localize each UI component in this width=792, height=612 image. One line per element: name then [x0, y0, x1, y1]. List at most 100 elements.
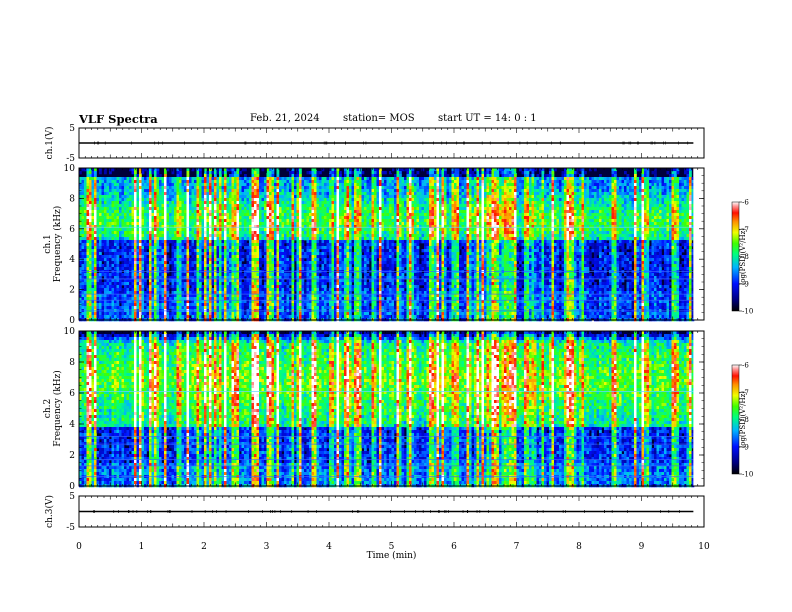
psd-cell [87, 213, 90, 216]
psd-cell [147, 195, 150, 198]
psd-cell [107, 303, 110, 306]
psd-cell [134, 204, 137, 207]
psd-cell [114, 288, 117, 291]
psd-cell [102, 198, 105, 201]
psd-cell [132, 201, 135, 204]
psd-cell [144, 183, 147, 186]
psd-cell [134, 237, 137, 240]
psd-cell [109, 204, 112, 207]
psd-cell [112, 219, 115, 222]
psd-cell [154, 258, 157, 261]
psd-cell [114, 267, 117, 270]
psd-cell [107, 297, 110, 300]
psd-cell [82, 282, 85, 285]
psd-cell [84, 297, 87, 300]
psd-cell [144, 315, 147, 318]
psd-cell [84, 186, 87, 189]
psd-cell [104, 243, 107, 246]
psd-cell [82, 186, 85, 189]
psd-cell [127, 249, 130, 252]
psd-cell [127, 252, 130, 255]
psd-cell [137, 237, 140, 240]
psd-cell [92, 288, 95, 291]
psd-cell [127, 189, 130, 192]
psd-cell [114, 186, 117, 189]
psd-cell [112, 198, 115, 201]
psd-cell [94, 288, 97, 291]
psd-cell [117, 306, 120, 309]
psd-cell [147, 198, 150, 201]
psd-cell [97, 315, 100, 318]
psd-cell [94, 315, 97, 318]
psd-cell [152, 282, 155, 285]
psd-cell [152, 315, 155, 318]
psd-cell [144, 261, 147, 264]
psd-cell [87, 207, 90, 210]
psd-cell [114, 285, 117, 288]
psd-cell [94, 264, 97, 267]
psd-cell [152, 264, 155, 267]
psd-cell [142, 315, 145, 318]
psd-cell [94, 180, 97, 183]
psd-cell [97, 213, 100, 216]
psd-cell [139, 180, 142, 183]
psd-cell [122, 192, 125, 195]
psd-cell [87, 234, 90, 237]
psd-cell [127, 267, 130, 270]
psd-cell [149, 240, 152, 243]
psd-cell [112, 306, 115, 309]
psd-cell [82, 177, 85, 180]
psd-cell [119, 315, 122, 318]
psd-cell [154, 186, 157, 189]
psd-cell [94, 225, 97, 228]
psd-cell [127, 312, 130, 315]
psd-cell [142, 177, 145, 180]
psd-cell [82, 240, 85, 243]
psd-cell [137, 204, 140, 207]
psd-cell [149, 180, 152, 183]
psd-cell [119, 201, 122, 204]
psd-cell [147, 219, 150, 222]
psd-cell [102, 213, 105, 216]
psd-cell [127, 204, 130, 207]
psd-cell [139, 249, 142, 252]
psd-cell [154, 231, 157, 234]
psd-cell [84, 273, 87, 276]
psd-cell [109, 258, 112, 261]
psd-cell [102, 246, 105, 249]
psd-cell [127, 255, 130, 258]
psd-cell [117, 225, 120, 228]
psd-cell [144, 255, 147, 258]
psd-cell [104, 180, 107, 183]
psd-cell [134, 312, 137, 315]
psd-cell [157, 201, 160, 204]
psd-cell [104, 222, 107, 225]
psd-cell [147, 201, 150, 204]
psd-cell [122, 297, 125, 300]
psd-cell [149, 183, 152, 186]
psd-cell [127, 180, 130, 183]
psd-cell [89, 240, 92, 243]
psd-cell [109, 201, 112, 204]
psd-cell [114, 243, 117, 246]
psd-cell [122, 180, 125, 183]
psd-cell [97, 279, 100, 282]
psd-cell [112, 261, 115, 264]
psd-cell [87, 195, 90, 198]
psd-cell [149, 279, 152, 282]
psd-cell [154, 312, 157, 315]
psd-cell [84, 222, 87, 225]
psd-cell [132, 255, 135, 258]
psd-cell [84, 228, 87, 231]
psd-cell [147, 210, 150, 213]
psd-cell [107, 207, 110, 210]
psd-cell [109, 186, 112, 189]
psd-cell [87, 279, 90, 282]
psd-cell [152, 195, 155, 198]
psd-cell [154, 213, 157, 216]
psd-cell [97, 240, 100, 243]
psd-cell [89, 279, 92, 282]
psd-cell [82, 246, 85, 249]
psd-cell [97, 261, 100, 264]
psd-cell [147, 228, 150, 231]
